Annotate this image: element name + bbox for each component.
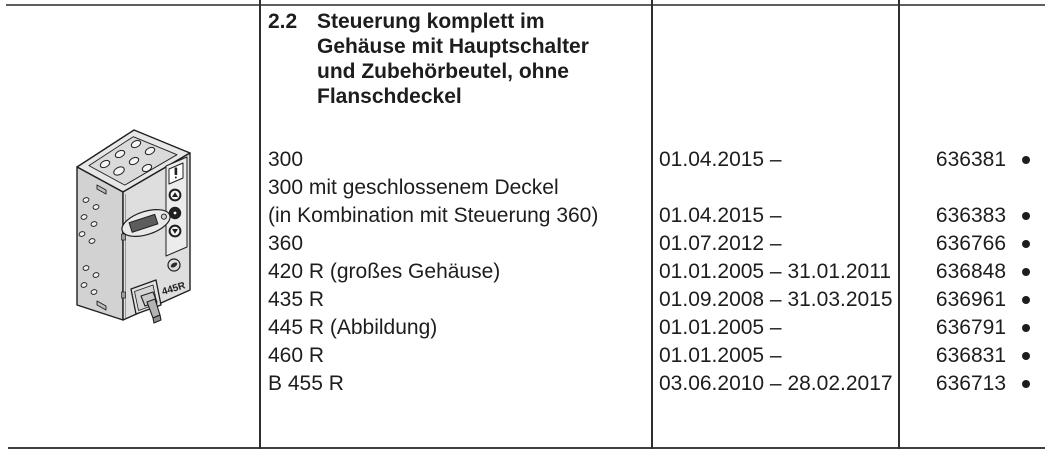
column-divider-1 bbox=[259, 0, 261, 449]
main-switch-handle bbox=[140, 291, 162, 324]
bullet-dot bbox=[1022, 352, 1030, 360]
part-number: 636713 bbox=[935, 372, 1006, 395]
part-number: 636831 bbox=[935, 344, 1006, 367]
table-row: B 455 R 03.06.2010 – 28.02.2017 636713 bbox=[0, 370, 1045, 398]
part-number: 636848 bbox=[935, 260, 1006, 283]
date-range: 01.01.2005 – 31.01.2011 bbox=[659, 260, 891, 283]
date-range: 01.01.2005 – bbox=[659, 344, 782, 367]
part-number: 636961 bbox=[935, 288, 1006, 311]
housing-clip-bottom bbox=[96, 300, 107, 311]
table-row: 435 R 01.09.2008 – 31.03.2015 636961 bbox=[0, 286, 1045, 314]
date-range: 03.06.2010 – 28.02.2017 bbox=[659, 372, 893, 395]
bullet-dot bbox=[1022, 268, 1030, 276]
top-cable-holes bbox=[99, 139, 156, 176]
table-row: 460 R 01.01.2005 – 636831 bbox=[0, 342, 1045, 370]
bullet-dot bbox=[1022, 296, 1030, 304]
table-row: 445 R (Abbildung) 01.01.2005 – 636791 bbox=[0, 314, 1045, 342]
section-number: 2.2 bbox=[268, 10, 298, 33]
table-row: 300 mit geschlossenem Deckel bbox=[0, 174, 1045, 202]
column-divider-2 bbox=[651, 0, 653, 449]
bullet-dot bbox=[1022, 324, 1030, 332]
housing-clip-top bbox=[96, 184, 107, 195]
table-row: 300 01.04.2015 – 636381 bbox=[0, 146, 1045, 174]
product-label: B 455 R bbox=[268, 372, 344, 395]
part-number: 636383 bbox=[935, 204, 1006, 227]
product-label: 300 mit geschlossenem Deckel bbox=[268, 176, 559, 199]
side-vent-holes bbox=[78, 197, 100, 295]
date-range: 01.07.2012 – bbox=[659, 232, 782, 255]
product-label: 300 bbox=[268, 148, 304, 171]
date-range: 01.01.2005 – bbox=[659, 316, 782, 339]
section-title: Steuerung komplett im Gehäuse mit Haupts… bbox=[317, 10, 589, 108]
bullet-dot bbox=[1022, 156, 1030, 164]
date-range: 01.04.2015 – bbox=[659, 204, 782, 227]
product-label: 360 bbox=[268, 232, 304, 255]
product-label: (in Kombination mit Steuerung 360) bbox=[268, 204, 599, 227]
part-number: 636766 bbox=[935, 232, 1006, 255]
product-label: 420 R (großes Gehäuse) bbox=[268, 260, 501, 283]
display-window bbox=[128, 213, 159, 233]
bullet-dot bbox=[1022, 380, 1030, 388]
product-label: 445 R (Abbildung) bbox=[268, 316, 438, 339]
switch-symbol-icon bbox=[174, 167, 178, 179]
top-rule bbox=[6, 4, 1045, 6]
table-row: 420 R (großes Gehäuse) 01.01.2005 – 31.0… bbox=[0, 258, 1045, 286]
table-row: (in Kombination mit Steuerung 360) 01.04… bbox=[0, 202, 1045, 230]
product-label: 460 R bbox=[268, 344, 325, 367]
column-divider-3 bbox=[898, 0, 900, 449]
product-label: 435 R bbox=[268, 288, 325, 311]
bottom-rule bbox=[8, 447, 1045, 449]
product-rows: 300 01.04.2015 – 636381 300 mit geschlos… bbox=[0, 146, 1045, 398]
part-number: 636381 bbox=[935, 148, 1006, 171]
date-range: 01.09.2008 – 31.03.2015 bbox=[659, 288, 893, 311]
date-range: 01.04.2015 – bbox=[659, 148, 782, 171]
table-row: 360 01.07.2012 – 636766 bbox=[0, 230, 1045, 258]
part-number: 636791 bbox=[935, 316, 1006, 339]
bullet-dot bbox=[1022, 240, 1030, 248]
bullet-dot bbox=[1022, 212, 1030, 220]
control-unit-illustration: 445R bbox=[76, 129, 191, 324]
